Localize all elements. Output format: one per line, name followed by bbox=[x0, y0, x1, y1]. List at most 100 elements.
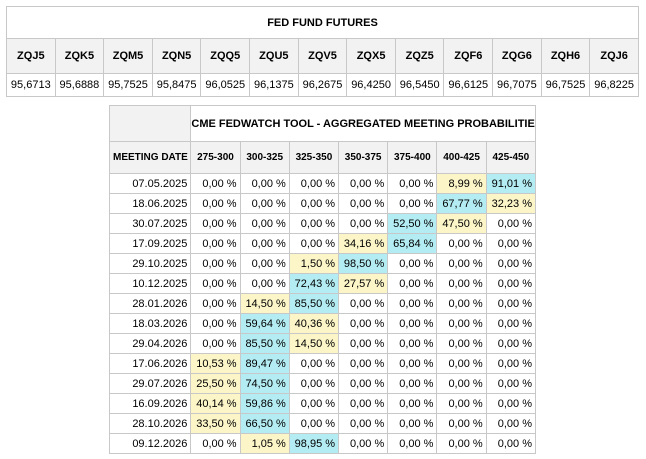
probability-cell: 0,00 % bbox=[239, 233, 290, 254]
probability-cell: 98,95 % bbox=[288, 433, 340, 454]
meeting-probabilities-table: CME FEDWATCH TOOL - AGGREGATED MEETING P… bbox=[108, 105, 537, 454]
probability-cell: 40,14 % bbox=[190, 393, 241, 414]
probability-cell: 0,00 % bbox=[436, 333, 487, 354]
probability-cell: 0,00 % bbox=[436, 293, 487, 314]
probability-cell: 65,84 % bbox=[387, 233, 438, 254]
probability-cell: 0,00 % bbox=[485, 413, 537, 434]
corner-blank-cell bbox=[108, 105, 192, 142]
probability-cell: 0,00 % bbox=[485, 213, 537, 234]
futures-contract-header: ZQU5 bbox=[249, 38, 299, 74]
meeting-row: 17.09.2025 0,00 % 0,00 % 0,00 % 34,16 % 65,84… bbox=[108, 233, 537, 254]
meeting-row: 29.07.2026 25,50 % 74,50 % 0,00 % 0,00 % 0,00… bbox=[108, 373, 537, 394]
futures-price-cell: 96,1375 bbox=[249, 73, 299, 97]
meeting-date-cell: 18.03.2026 bbox=[108, 313, 192, 334]
probability-cell: 0,00 % bbox=[190, 273, 241, 294]
probability-cell: 0,00 % bbox=[338, 173, 389, 194]
probability-cell: 10,53 % bbox=[190, 353, 241, 374]
probability-cell: 0,00 % bbox=[239, 253, 290, 274]
probability-cell: 0,00 % bbox=[387, 313, 438, 334]
probability-cell: 0,00 % bbox=[485, 253, 537, 274]
meeting-row: 07.05.2025 0,00 % 0,00 % 0,00 % 0,00 % 0,00 %… bbox=[108, 173, 537, 194]
probability-cell: 0,00 % bbox=[485, 373, 537, 394]
meeting-date-cell: 28.10.2026 bbox=[108, 413, 192, 434]
probability-cell: 85,50 % bbox=[239, 333, 290, 354]
probability-cell: 74,50 % bbox=[239, 373, 290, 394]
probability-cell: 0,00 % bbox=[288, 373, 340, 394]
probability-cell: 85,50 % bbox=[288, 293, 340, 314]
meeting-date-cell: 07.05.2025 bbox=[108, 173, 192, 194]
probability-cell: 0,00 % bbox=[436, 413, 487, 434]
probability-cell: 0,00 % bbox=[436, 253, 487, 274]
meeting-row: 29.04.2026 0,00 % 85,50 % 14,50 % 0,00 % 0,00… bbox=[108, 333, 537, 354]
probability-cell: 0,00 % bbox=[387, 353, 438, 374]
probability-cell: 0,00 % bbox=[190, 333, 241, 354]
probability-cell: 0,00 % bbox=[338, 193, 389, 214]
futures-contract-header: ZQV5 bbox=[297, 38, 348, 74]
meeting-row: 17.06.2026 10,53 % 89,47 % 0,00 % 0,00 % 0,00… bbox=[108, 353, 537, 374]
rate-range-header: 425-450 bbox=[485, 141, 537, 174]
meeting-date-cell: 17.09.2025 bbox=[108, 233, 192, 254]
probability-cell: 0,00 % bbox=[485, 233, 537, 254]
futures-price-cell: 96,7525 bbox=[540, 73, 591, 97]
probability-cell: 0,00 % bbox=[436, 273, 487, 294]
futures-contract-header: ZQQ5 bbox=[200, 38, 251, 74]
probability-cell: 0,00 % bbox=[190, 253, 241, 274]
rate-range-header: 350-375 bbox=[338, 141, 389, 174]
probability-cell: 0,00 % bbox=[239, 273, 290, 294]
probability-cell: 0,00 % bbox=[387, 413, 438, 434]
meeting-row: 30.07.2025 0,00 % 0,00 % 0,00 % 0,00 % 52,50 … bbox=[108, 213, 537, 234]
meeting-date-cell: 16.09.2026 bbox=[108, 393, 192, 414]
futures-contract-header: ZQF6 bbox=[443, 38, 494, 74]
futures-price-cell: 96,6125 bbox=[443, 73, 494, 97]
meeting-row: 18.03.2026 0,00 % 59,64 % 40,36 % 0,00 % 0,00… bbox=[108, 313, 537, 334]
probability-cell: 8,99 % bbox=[436, 173, 487, 194]
probability-cell: 0,00 % bbox=[387, 253, 438, 274]
futures-header-row: ZQJ5 ZQK5 ZQM5 ZQN5 ZQQ5 ZQU5 ZQV5 ZQX5 ZQZ5 ZQF6… bbox=[6, 38, 639, 74]
futures-contract-header: ZQH6 bbox=[540, 38, 591, 74]
meeting-date-cell: 10.12.2025 bbox=[108, 273, 192, 294]
meeting-date-cell: 30.07.2025 bbox=[108, 213, 192, 234]
futures-price-row: 95,6713 95,6888 95,7525 95,8475 96,0525 96,13… bbox=[6, 73, 639, 97]
probability-cell: 52,50 % bbox=[387, 213, 438, 234]
probability-cell: 0,00 % bbox=[338, 213, 389, 234]
probability-cell: 0,00 % bbox=[288, 193, 340, 214]
meeting-row: 29.10.2025 0,00 % 0,00 % 1,50 % 98,50 % 0,00 … bbox=[108, 253, 537, 274]
probability-cell: 40,36 % bbox=[288, 313, 340, 334]
probability-cell: 0,00 % bbox=[338, 353, 389, 374]
rate-range-header: 400-425 bbox=[436, 141, 487, 174]
meeting-date-cell: 18.06.2025 bbox=[108, 193, 192, 214]
meeting-date-cell: 17.06.2026 bbox=[108, 353, 192, 374]
probability-cell: 0,00 % bbox=[338, 433, 389, 454]
probability-cell: 0,00 % bbox=[338, 413, 389, 434]
meeting-date-cell: 09.12.2026 bbox=[108, 433, 192, 454]
probability-cell: 0,00 % bbox=[436, 373, 487, 394]
probability-cell: 0,00 % bbox=[387, 433, 438, 454]
rate-range-header: 375-400 bbox=[387, 141, 438, 174]
probabilities-title-row: CME FEDWATCH TOOL - AGGREGATED MEETING P… bbox=[108, 105, 536, 142]
probabilities-header-row: MEETING DATE 275-300 300-325 325-350 350-37… bbox=[108, 141, 537, 174]
probability-cell: 0,00 % bbox=[436, 233, 487, 254]
futures-contract-header: ZQZ5 bbox=[394, 38, 445, 74]
probability-cell: 89,47 % bbox=[239, 353, 290, 374]
fed-fund-futures-table: FED FUND FUTURES ZQJ5 ZQK5 ZQM5 ZQN5 ZQQ5 ZQU… bbox=[6, 6, 639, 97]
futures-title-row: FED FUND FUTURES bbox=[6, 6, 639, 39]
probability-cell: 0,00 % bbox=[387, 273, 438, 294]
probability-cell: 0,00 % bbox=[288, 353, 340, 374]
futures-price-cell: 95,6713 bbox=[6, 73, 56, 97]
futures-table-title: FED FUND FUTURES bbox=[6, 6, 639, 39]
futures-contract-header: ZQN5 bbox=[151, 38, 202, 74]
probability-cell: 0,00 % bbox=[387, 173, 438, 194]
futures-contract-header: ZQX5 bbox=[346, 38, 396, 74]
probability-cell: 0,00 % bbox=[288, 413, 340, 434]
probability-cell: 0,00 % bbox=[436, 393, 487, 414]
probability-cell: 0,00 % bbox=[436, 313, 487, 334]
futures-contract-header: ZQG6 bbox=[492, 38, 542, 74]
futures-price-cell: 96,8225 bbox=[589, 73, 639, 97]
probability-cell: 59,64 % bbox=[239, 313, 290, 334]
meeting-row: 28.01.2026 0,00 % 14,50 % 85,50 % 0,00 % 0,00… bbox=[108, 293, 537, 314]
probability-cell: 0,00 % bbox=[288, 393, 340, 414]
probability-cell: 27,57 % bbox=[338, 273, 389, 294]
probability-cell: 0,00 % bbox=[190, 213, 241, 234]
probability-cell: 0,00 % bbox=[485, 333, 537, 354]
probability-cell: 72,43 % bbox=[288, 273, 340, 294]
